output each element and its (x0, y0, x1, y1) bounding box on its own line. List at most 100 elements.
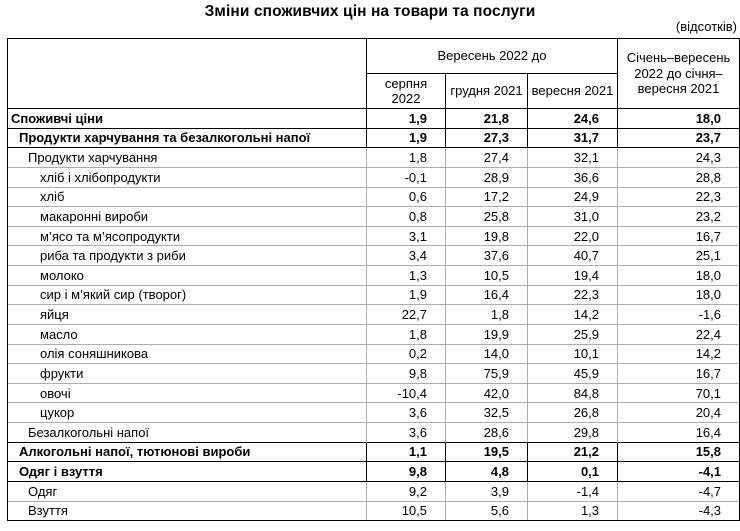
value-cell: 18,0 (618, 266, 740, 286)
value-cell: 1,9 (367, 128, 446, 149)
row-label: яйця (8, 305, 367, 325)
value-cell: 28,8 (618, 168, 740, 188)
value-cell: 31,0 (528, 207, 619, 227)
value-cell: 18,0 (618, 286, 740, 306)
value-cell: -4,7 (618, 482, 740, 502)
row-label: Одяг і взуття (8, 462, 367, 482)
value-cell: 17,2 (446, 187, 528, 208)
value-cell: 14,0 (446, 344, 528, 365)
value-cell: 20,4 (618, 403, 740, 423)
value-cell: 22,3 (528, 285, 619, 306)
table-row: Алкогольні напої, тютюнові вироби 1,1 19,5… (8, 442, 740, 463)
column-group-header: Вересень 2022 до (367, 39, 619, 74)
table-row: яйця 22,7 1,8 14,2 -1,6 (8, 305, 740, 325)
value-cell: 27,4 (446, 148, 528, 168)
table-row: Одяг і взуття 9,8 4,8 0,1 -4,1 (8, 462, 740, 482)
value-cell: 16,4 (618, 423, 740, 443)
value-cell: 10,1 (528, 344, 619, 365)
value-cell: 10,5 (446, 266, 528, 286)
table-row: риба та продукти з риби 3,4 37,6 40,7 25,1 (8, 246, 740, 266)
value-cell: 37,6 (446, 246, 528, 266)
table-row: Безалкогольні напої 3,6 28,6 29,8 16,4 (8, 423, 740, 443)
row-label: Одяг (8, 481, 367, 502)
value-cell: 28,6 (446, 423, 528, 443)
value-cell: 75,9 (446, 364, 528, 384)
value-cell: 19,8 (446, 226, 528, 247)
value-cell: 0,6 (367, 187, 446, 208)
value-cell: 9,2 (367, 481, 446, 502)
value-cell: 18,0 (618, 109, 740, 129)
value-cell: 25,9 (528, 324, 619, 345)
row-label: Продукти харчування та безалкогольні нап… (8, 128, 367, 149)
value-cell: 0,1 (528, 462, 619, 482)
value-cell: 31,7 (528, 128, 619, 149)
header-sub-row: серпня 2022 грудня 2021 вересня 2021 (8, 74, 739, 109)
value-cell: 1,8 (367, 148, 446, 168)
table-row: макаронні вироби 0,8 25,8 31,0 23,2 (8, 207, 740, 227)
table-row: олія соняшникова 0,2 14,0 10,1 14,2 (8, 344, 740, 365)
row-label: риба та продукти з риби (8, 246, 367, 266)
table-row: м’ясо та м’ясопродукти 3,1 19,8 22,0 16,7 (8, 226, 740, 247)
value-cell: -0,1 (367, 167, 446, 188)
page-title: Зміни споживчих цін на товари та послуги (204, 3, 536, 20)
value-cell: 3,1 (367, 226, 446, 247)
table-row: Продукти харчування 1,8 27,4 32,1 24,3 (8, 148, 740, 168)
value-cell: 1,9 (367, 285, 446, 306)
value-cell: 27,3 (446, 128, 528, 149)
table-row: молоко 1,3 10,5 19,4 18,0 (8, 266, 740, 286)
table-row: Одяг 9,2 3,9 -1,4 -4,7 (8, 481, 740, 502)
value-cell: 10,5 (367, 501, 446, 520)
table-row: хліб і хлібопродукти -0,1 28,9 36,6 28,8 (8, 167, 740, 188)
value-cell: 16,7 (618, 364, 740, 384)
subheader-dec-2021: грудня 2021 (446, 74, 528, 109)
header-group-row: Вересень 2022 до Січень–вересень 2022 до… (8, 39, 740, 109)
value-cell: -4,1 (618, 462, 740, 482)
row-label: овочі (8, 383, 367, 404)
value-cell: 3,9 (446, 481, 528, 502)
subheader-sep-2021: вересня 2021 (528, 74, 619, 109)
row-label: хліб (8, 187, 367, 208)
value-cell: 24,6 (528, 109, 619, 129)
table-row: Продукти харчування та безалкогольні нап… (8, 128, 740, 149)
value-cell: 19,4 (528, 266, 619, 286)
row-label: Алкогольні напої, тютюнові вироби (8, 442, 367, 463)
value-cell: 29,8 (528, 423, 619, 443)
row-label: Продукти харчування (8, 148, 367, 168)
row-label: макаронні вироби (8, 207, 367, 227)
period-column-header: Січень–вересень 2022 до січня–вересня 20… (618, 39, 740, 109)
value-cell: 3,4 (367, 246, 446, 266)
table-row: хліб 0,6 17,2 24,9 22,3 (8, 187, 740, 208)
value-cell: 42,0 (446, 383, 528, 404)
table-header: Вересень 2022 до Січень–вересень 2022 до… (8, 39, 740, 109)
row-label: фрукти (8, 364, 367, 384)
value-cell: 32,1 (528, 148, 619, 168)
value-cell: -10,4 (367, 383, 446, 404)
value-cell: 28,9 (446, 167, 528, 188)
row-label: м’ясо та м’ясопродукти (8, 226, 367, 247)
row-label: Взуття (8, 501, 367, 520)
value-cell: 1,3 (528, 501, 619, 520)
value-cell: 36,6 (528, 167, 619, 188)
value-cell: 32,5 (446, 403, 528, 423)
row-label: хліб і хлібопродукти (8, 167, 367, 188)
value-cell: -1,6 (618, 305, 740, 325)
value-cell: 14,2 (528, 305, 619, 325)
value-cell: 14,2 (618, 345, 740, 365)
value-cell: 19,9 (446, 324, 528, 345)
value-cell: 19,5 (446, 442, 528, 463)
value-cell: 0,8 (367, 207, 446, 227)
value-cell: 22,0 (528, 226, 619, 247)
value-cell: 23,2 (618, 207, 740, 227)
row-label: масло (8, 324, 367, 345)
value-cell: 25,8 (446, 207, 528, 227)
table-row: сир і м’який сир (творог) 1,9 16,4 22,3 18,0 (8, 285, 740, 306)
value-cell: 1,1 (367, 442, 446, 463)
value-cell: 1,9 (367, 109, 446, 129)
value-cell: 3,6 (367, 423, 446, 443)
row-label: цукор (8, 403, 367, 423)
unit-note: (відсотків) (675, 19, 737, 34)
value-cell: 16,4 (446, 285, 528, 306)
value-cell: 4,8 (446, 462, 528, 482)
value-cell: 21,8 (446, 109, 528, 129)
table-row: цукор 3,6 32,5 26,8 20,4 (8, 403, 740, 423)
